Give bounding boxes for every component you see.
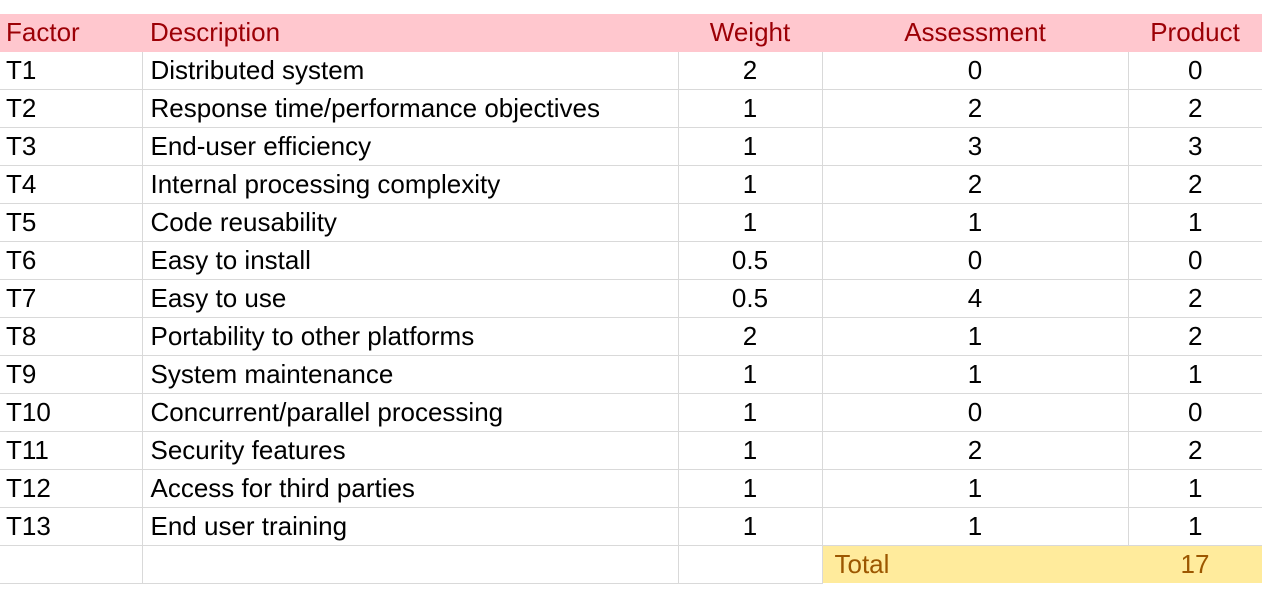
table-row: T8 Portability to other platforms 2 1 2 [0, 317, 1262, 356]
total-value-cell[interactable]: 17 [1128, 545, 1262, 584]
assessment-cell[interactable]: 1 [822, 507, 1129, 546]
weight-cell[interactable]: 0.5 [678, 279, 823, 318]
factor-cell[interactable]: T5 [0, 203, 143, 242]
assessment-cell[interactable]: 1 [822, 355, 1129, 394]
assessment-cell[interactable]: 0 [822, 51, 1129, 90]
table-row: T3 End-user efficiency 1 3 3 [0, 127, 1262, 166]
header-factor[interactable]: Factor [0, 14, 142, 52]
weight-cell[interactable]: 1 [678, 165, 823, 204]
description-cell[interactable]: End user training [142, 507, 679, 546]
assessment-cell[interactable]: 2 [822, 89, 1129, 128]
product-cell[interactable]: 2 [1128, 431, 1262, 470]
product-cell[interactable]: 0 [1128, 51, 1262, 90]
header-product[interactable]: Product [1128, 14, 1262, 52]
weight-cell[interactable]: 2 [678, 51, 823, 90]
factor-cell[interactable]: T11 [0, 431, 143, 470]
header-row: Factor Description Weight Assessment Pro… [0, 14, 1262, 52]
description-cell[interactable]: Security features [142, 431, 679, 470]
product-cell[interactable]: 2 [1128, 279, 1262, 318]
weight-cell[interactable]: 1 [678, 127, 823, 166]
weight-cell[interactable]: 0.5 [678, 241, 823, 280]
description-cell[interactable]: Distributed system [142, 51, 679, 90]
technical-factors-table: Factor Description Weight Assessment Pro… [0, 14, 1262, 584]
description-cell[interactable]: Access for third parties [142, 469, 679, 508]
weight-cell[interactable]: 1 [678, 89, 823, 128]
table-row: T4 Internal processing complexity 1 2 2 [0, 165, 1262, 204]
description-cell[interactable]: Easy to install [142, 241, 679, 280]
assessment-cell[interactable]: 2 [822, 431, 1129, 470]
factor-cell[interactable]: T2 [0, 89, 143, 128]
product-cell[interactable]: 2 [1128, 317, 1262, 356]
description-cell[interactable]: Portability to other platforms [142, 317, 679, 356]
weight-cell[interactable]: 1 [678, 507, 823, 546]
factor-cell[interactable]: T7 [0, 279, 143, 318]
product-cell[interactable]: 0 [1128, 241, 1262, 280]
table-row: T9 System maintenance 1 1 1 [0, 355, 1262, 394]
assessment-cell[interactable]: 1 [822, 469, 1129, 508]
factor-cell[interactable]: T3 [0, 127, 143, 166]
product-cell[interactable]: 3 [1128, 127, 1262, 166]
table-row: T2 Response time/performance objectives … [0, 89, 1262, 128]
table-row: T5 Code reusability 1 1 1 [0, 203, 1262, 242]
table-row: T7 Easy to use 0.5 4 2 [0, 279, 1262, 318]
empty-cell[interactable] [678, 545, 823, 584]
table-row: T6 Easy to install 0.5 0 0 [0, 241, 1262, 280]
table-row: T10 Concurrent/parallel processing 1 0 0 [0, 393, 1262, 432]
product-cell[interactable]: 2 [1128, 89, 1262, 128]
description-cell[interactable]: Concurrent/parallel processing [142, 393, 679, 432]
assessment-cell[interactable]: 4 [822, 279, 1129, 318]
assessment-cell[interactable]: 0 [822, 393, 1129, 432]
weight-cell[interactable]: 1 [678, 431, 823, 470]
weight-cell[interactable]: 1 [678, 355, 823, 394]
total-row: Total 17 [0, 545, 1262, 584]
table-row: T12 Access for third parties 1 1 1 [0, 469, 1262, 508]
empty-cell[interactable] [142, 545, 679, 584]
product-cell[interactable]: 1 [1128, 469, 1262, 508]
weight-cell[interactable]: 1 [678, 469, 823, 508]
description-cell[interactable]: End-user efficiency [142, 127, 679, 166]
product-cell[interactable]: 0 [1128, 393, 1262, 432]
spreadsheet-area: Factor Description Weight Assessment Pro… [0, 14, 1262, 584]
assessment-cell[interactable]: 2 [822, 165, 1129, 204]
description-cell[interactable]: System maintenance [142, 355, 679, 394]
factor-cell[interactable]: T1 [0, 51, 143, 90]
header-description[interactable]: Description [142, 14, 678, 52]
weight-cell[interactable]: 1 [678, 203, 823, 242]
product-cell[interactable]: 1 [1128, 203, 1262, 242]
product-cell[interactable]: 2 [1128, 165, 1262, 204]
description-cell[interactable]: Code reusability [142, 203, 679, 242]
weight-cell[interactable]: 1 [678, 393, 823, 432]
factor-cell[interactable]: T12 [0, 469, 143, 508]
factor-cell[interactable]: T9 [0, 355, 143, 394]
assessment-cell[interactable]: 1 [822, 317, 1129, 356]
factor-cell[interactable]: T10 [0, 393, 143, 432]
empty-cell[interactable] [0, 545, 143, 584]
description-cell[interactable]: Easy to use [142, 279, 679, 318]
factor-cell[interactable]: T13 [0, 507, 143, 546]
table-row: T13 End user training 1 1 1 [0, 507, 1262, 546]
assessment-cell[interactable]: 3 [822, 127, 1129, 166]
description-cell[interactable]: Internal processing complexity [142, 165, 679, 204]
assessment-cell[interactable]: 0 [822, 241, 1129, 280]
factor-cell[interactable]: T8 [0, 317, 143, 356]
factor-cell[interactable]: T6 [0, 241, 143, 280]
table-row: T11 Security features 1 2 2 [0, 431, 1262, 470]
weight-cell[interactable]: 2 [678, 317, 823, 356]
factor-cell[interactable]: T4 [0, 165, 143, 204]
table-row: T1 Distributed system 2 0 0 [0, 51, 1262, 90]
description-cell[interactable]: Response time/performance objectives [142, 89, 679, 128]
assessment-cell[interactable]: 1 [822, 203, 1129, 242]
product-cell[interactable]: 1 [1128, 507, 1262, 546]
header-assessment[interactable]: Assessment [822, 14, 1128, 52]
header-weight[interactable]: Weight [678, 14, 822, 52]
product-cell[interactable]: 1 [1128, 355, 1262, 394]
total-label-cell[interactable]: Total [822, 545, 1128, 584]
